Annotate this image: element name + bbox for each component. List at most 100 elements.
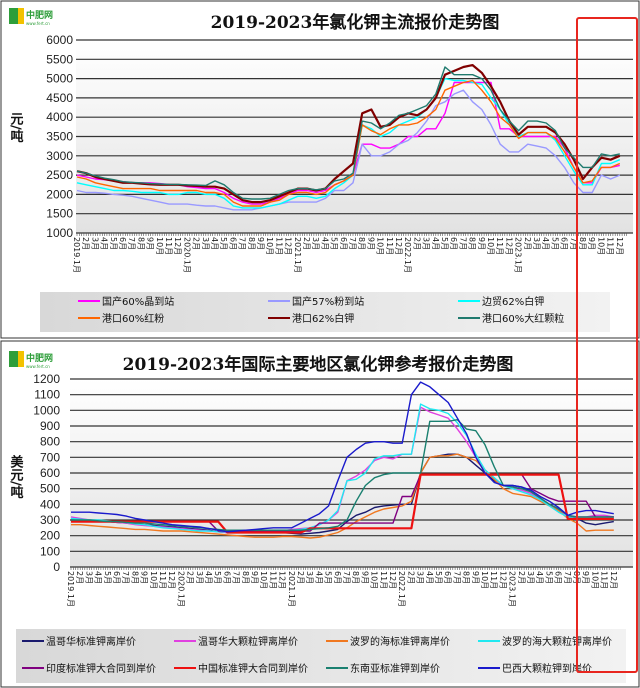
legend	[40, 292, 610, 332]
x-tick-label: 3月	[416, 571, 425, 584]
y-tick-label: 5500	[46, 52, 73, 66]
x-tick-label: 11月	[164, 237, 173, 255]
x-tick-label: 8月	[357, 237, 366, 250]
x-tick-label: 7月	[458, 237, 467, 250]
x-tick-label: 8月	[247, 237, 256, 250]
y-tick-label: 5000	[46, 72, 73, 86]
x-tick-label: 2020.1月	[176, 571, 185, 607]
top-chart-title: 2019-2023年氯化钾主流报价走势图	[211, 12, 500, 33]
x-tick-label: 8月	[136, 237, 145, 250]
y-tick-label: 800	[40, 435, 60, 449]
x-tick-label: 3月	[422, 237, 431, 250]
x-tick-label: 10月	[596, 237, 605, 255]
legend-label: 国产60%晶到站	[102, 295, 174, 308]
legend-label: 印度标准钾大合同到岸价	[46, 662, 156, 675]
x-tick-label: 7月	[127, 237, 136, 250]
x-tick-label: 7月	[121, 571, 130, 584]
bottom-chart-border	[0, 340, 640, 688]
x-tick-label: 2月	[296, 571, 305, 584]
svg-text:www.fert.cn: www.fert.cn	[26, 21, 50, 26]
x-tick-label: 10月	[149, 571, 158, 589]
x-tick-label: 12月	[278, 571, 287, 589]
legend-label: 巴西大颗粒钾到岸价	[502, 662, 592, 675]
x-tick-label: 4月	[210, 237, 219, 250]
x-tick-label: 8月	[241, 571, 250, 584]
x-tick-label: 2月	[412, 237, 421, 250]
y-tick-label: 1000	[46, 226, 73, 240]
x-tick-label: 11月	[600, 571, 609, 589]
x-tick-label: 6月	[118, 237, 127, 250]
x-tick-label: 6月	[339, 237, 348, 250]
x-tick-label: 4月	[535, 571, 544, 584]
x-tick-label: 2021.1月	[293, 237, 302, 273]
x-tick-label: 5月	[330, 237, 339, 250]
x-tick-label: 7月	[569, 237, 578, 250]
x-tick-label: 11月	[158, 571, 167, 589]
x-tick-label: 2月	[81, 237, 90, 250]
legend-label: 港口60%大红颗粒	[482, 312, 564, 325]
x-tick-label: 4月	[320, 237, 329, 250]
y-tick-label: 200	[40, 529, 60, 543]
x-tick-label: 2019.1月	[72, 237, 81, 273]
y-tick-label: 900	[40, 419, 60, 433]
legend-label: 国产57%粉到站	[292, 295, 364, 308]
x-tick-label: 6月	[112, 571, 121, 584]
x-tick-label: 4月	[541, 237, 550, 250]
series-line-6	[71, 419, 614, 531]
y-tick-label: 1200	[33, 372, 60, 386]
svg-text:www.fert.cn: www.fert.cn	[26, 364, 50, 369]
x-tick-label: 4月	[94, 571, 103, 584]
x-tick-label: 12月	[388, 571, 397, 589]
x-tick-label: 2023.1月	[508, 571, 517, 607]
x-tick-label: 3月	[90, 237, 99, 250]
x-tick-label: 7月	[452, 571, 461, 584]
x-tick-label: 6月	[222, 571, 231, 584]
x-tick-label: 9月	[140, 571, 149, 584]
y-tick-label: 2000	[46, 187, 73, 201]
x-tick-label: 2020.1月	[182, 237, 191, 273]
x-tick-label: 11月	[274, 237, 283, 255]
x-tick-label: 3月	[201, 237, 210, 250]
y-tick-label: 700	[40, 450, 60, 464]
x-tick-label: 9月	[366, 237, 375, 250]
x-tick-label: 6月	[333, 571, 342, 584]
x-tick-label: 4月	[100, 237, 109, 250]
x-tick-label: 10月	[155, 237, 164, 255]
y-tick-label: 1000	[33, 403, 60, 417]
top-chart: 1000 1500 2000 2500 3000 3500 4000 4500 5000 5500…	[8, 33, 633, 332]
highlight-box	[576, 17, 638, 673]
y-tick-label: 500	[40, 482, 60, 496]
x-tick-label: 5月	[544, 571, 553, 584]
x-tick-label: 2月	[523, 237, 532, 250]
x-tick-label: 11月	[495, 237, 504, 255]
x-tick-label: 3月	[526, 571, 535, 584]
series-line-1	[76, 89, 621, 211]
y-tick-label: 6000	[46, 33, 73, 47]
x-tick-label: 7月	[348, 237, 357, 250]
x-tick-label: 5月	[219, 237, 228, 250]
series-line-7	[71, 381, 614, 533]
y-tick-label: 3500	[46, 130, 73, 144]
x-tick-label: 10月	[480, 571, 489, 589]
x-tick-label: 3月	[305, 571, 314, 584]
x-tick-label: 10月	[486, 237, 495, 255]
y-tick-label: 3000	[46, 149, 73, 163]
y-tick-label: 400	[40, 497, 60, 511]
x-tick-label: 8月	[351, 571, 360, 584]
x-tick-label: 12月	[498, 571, 507, 589]
x-tick-label: 2月	[186, 571, 195, 584]
x-tick-label: 2022.1月	[397, 571, 406, 607]
x-tick-label: 10月	[376, 237, 385, 255]
x-tick-label: 2月	[517, 571, 526, 584]
x-tick-label: 3月	[311, 237, 320, 250]
x-tick-label: 12月	[173, 237, 182, 255]
x-tick-label: 2021.1月	[287, 571, 296, 607]
legend-label: 温哥华大颗粒钾离岸价	[198, 635, 298, 648]
legend-label: 港口62%白钾	[292, 312, 354, 325]
x-tick-label: 2019.1月	[66, 571, 75, 607]
y-tick-label: 2500	[46, 168, 73, 182]
x-tick-label: 10月	[265, 237, 274, 255]
x-tick-label: 8月	[468, 237, 477, 250]
x-tick-label: 6月	[449, 237, 458, 250]
series-line-3	[70, 403, 614, 533]
